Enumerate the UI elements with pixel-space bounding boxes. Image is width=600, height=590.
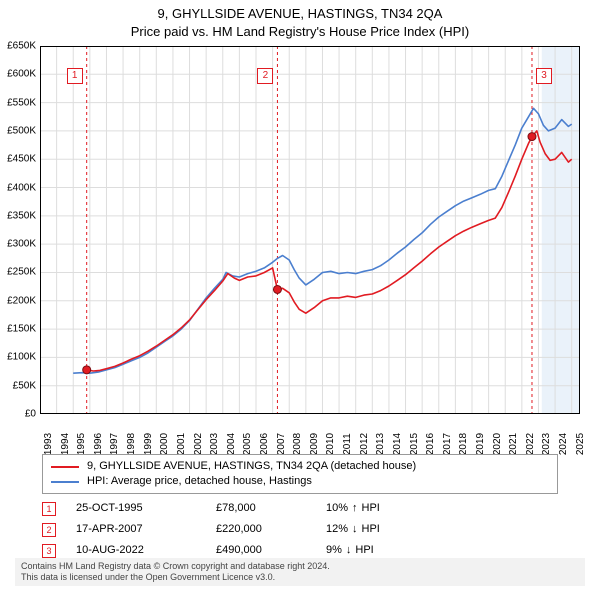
y-tick-label: £500K xyxy=(2,125,36,136)
y-tick-label: £0 xyxy=(2,409,36,420)
x-tick-label: 2018 xyxy=(458,433,469,455)
x-tick-label: 2003 xyxy=(209,433,220,455)
x-tick-label: 2024 xyxy=(558,433,569,455)
footer-line: This data is licensed under the Open Gov… xyxy=(21,572,579,583)
sale-price: £220,000 xyxy=(216,519,326,540)
sale-marker: 3 xyxy=(42,544,56,558)
x-axis-labels: 1993199419951996199719981999200020012002… xyxy=(40,414,580,450)
x-tick-label: 2000 xyxy=(159,433,170,455)
x-tick-label: 2004 xyxy=(226,433,237,455)
x-tick-label: 2023 xyxy=(541,433,552,455)
x-tick-label: 2016 xyxy=(425,433,436,455)
y-tick-label: £50K xyxy=(2,380,36,391)
sales-table: 1 25-OCT-1995£78,00010% ↑ HPI 2 17-APR-2007… xyxy=(42,498,558,561)
x-tick-label: 2007 xyxy=(276,433,287,455)
y-tick-label: £300K xyxy=(2,239,36,250)
y-tick-label: £250K xyxy=(2,267,36,278)
figure: 9, GHYLLSIDE AVENUE, HASTINGS, TN34 2QA … xyxy=(0,0,600,590)
legend: 9, GHYLLSIDE AVENUE, HASTINGS, TN34 2QA … xyxy=(42,454,558,494)
legend-swatch xyxy=(51,466,79,468)
sale-tag: HPI xyxy=(362,498,380,519)
arrow-down-icon: ↓ xyxy=(352,519,358,540)
sale-marker: 1 xyxy=(42,502,56,516)
x-tick-label: 2021 xyxy=(508,433,519,455)
y-tick-label: £650K xyxy=(2,41,36,52)
y-tick-label: £450K xyxy=(2,154,36,165)
x-tick-label: 2012 xyxy=(359,433,370,455)
sale-pct: 10% xyxy=(326,498,348,519)
legend-row-hpi: HPI: Average price, detached house, Hast… xyxy=(51,474,549,489)
sale-marker: 2 xyxy=(42,523,56,537)
chart-plot: £0£50K£100K£150K£200K£250K£300K£350K£400… xyxy=(40,46,580,414)
sale-hpi: 10% ↑ HPI xyxy=(326,498,380,519)
x-tick-label: 1995 xyxy=(76,433,87,455)
x-tick-label: 2001 xyxy=(176,433,187,455)
y-tick-label: £600K xyxy=(2,69,36,80)
sale-date: 17-APR-2007 xyxy=(76,519,216,540)
sale-pct: 12% xyxy=(326,519,348,540)
x-tick-label: 2011 xyxy=(342,433,353,455)
legend-label: HPI: Average price, detached house, Hast… xyxy=(87,474,312,489)
x-tick-label: 2002 xyxy=(193,433,204,455)
chart-sale-marker: 2 xyxy=(257,68,273,84)
x-tick-label: 2017 xyxy=(442,433,453,455)
arrow-up-icon: ↑ xyxy=(352,498,358,519)
footer-line: Contains HM Land Registry data © Crown c… xyxy=(21,561,579,572)
sale-date: 25-OCT-1995 xyxy=(76,498,216,519)
x-tick-label: 2020 xyxy=(492,433,503,455)
sale-row: 1 25-OCT-1995£78,00010% ↑ HPI xyxy=(42,498,558,519)
x-tick-label: 1999 xyxy=(143,433,154,455)
x-tick-label: 2005 xyxy=(242,433,253,455)
x-tick-label: 2010 xyxy=(325,433,336,455)
x-tick-label: 2019 xyxy=(475,433,486,455)
x-tick-label: 2009 xyxy=(309,433,320,455)
x-tick-label: 2022 xyxy=(525,433,536,455)
x-tick-label: 2008 xyxy=(292,433,303,455)
title: 9, GHYLLSIDE AVENUE, HASTINGS, TN34 2QA xyxy=(0,0,600,22)
x-tick-label: 2014 xyxy=(392,433,403,455)
x-tick-label: 2013 xyxy=(375,433,386,455)
x-tick-label: 1996 xyxy=(93,433,104,455)
legend-swatch xyxy=(51,481,79,483)
sale-price: £78,000 xyxy=(216,498,326,519)
x-tick-label: 1994 xyxy=(60,433,71,455)
legend-row-property: 9, GHYLLSIDE AVENUE, HASTINGS, TN34 2QA … xyxy=(51,459,549,474)
y-tick-label: £100K xyxy=(2,352,36,363)
sale-row: 2 17-APR-2007£220,00012% ↓ HPI xyxy=(42,519,558,540)
x-tick-label: 1997 xyxy=(109,433,120,455)
legend-label: 9, GHYLLSIDE AVENUE, HASTINGS, TN34 2QA … xyxy=(87,459,416,474)
x-tick-label: 2006 xyxy=(259,433,270,455)
y-tick-label: £150K xyxy=(2,324,36,335)
sale-tag: HPI xyxy=(362,519,380,540)
y-tick-label: £200K xyxy=(2,295,36,306)
y-tick-label: £350K xyxy=(2,210,36,221)
x-tick-label: 2015 xyxy=(409,433,420,455)
y-tick-label: £550K xyxy=(2,97,36,108)
chart-sale-marker: 1 xyxy=(67,68,83,84)
subtitle: Price paid vs. HM Land Registry's House … xyxy=(0,22,600,44)
x-tick-label: 1993 xyxy=(43,433,54,455)
x-tick-label: 1998 xyxy=(126,433,137,455)
sale-hpi: 12% ↓ HPI xyxy=(326,519,380,540)
footer: Contains HM Land Registry data © Crown c… xyxy=(15,558,585,587)
x-tick-label: 2025 xyxy=(575,433,586,455)
chart-sale-marker: 3 xyxy=(536,68,552,84)
y-tick-label: £400K xyxy=(2,182,36,193)
chart-svg xyxy=(40,46,580,414)
